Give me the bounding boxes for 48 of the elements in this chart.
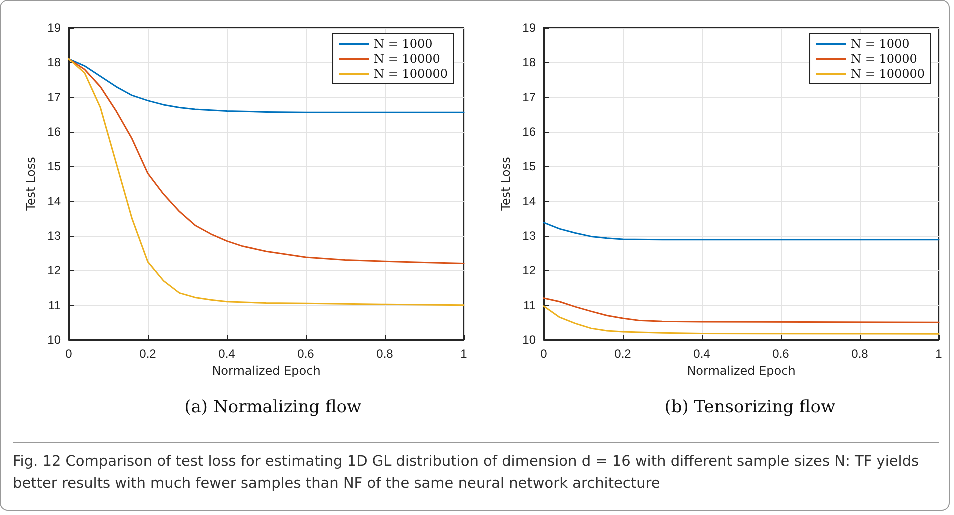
x-tick-label: 1 bbox=[936, 347, 943, 361]
x-tick-label: 0 bbox=[66, 347, 73, 361]
y-tick-label: 14 bbox=[48, 194, 62, 208]
x-tick-label: 1 bbox=[460, 347, 468, 361]
y-tick-label: 16 bbox=[48, 125, 62, 139]
x-tick-label: 0 bbox=[540, 347, 548, 361]
x-tick-label: 0.6 bbox=[772, 347, 790, 361]
y-tick-label: 19 bbox=[522, 21, 536, 35]
x-tick-label: 0.8 bbox=[852, 347, 869, 361]
text: (a) Normalizing flow bbox=[184, 398, 362, 418]
y-axis-title: Test Loss bbox=[24, 157, 38, 212]
y-tick-label: 12 bbox=[48, 264, 62, 278]
x-axis-title: Normalized Epoch bbox=[212, 364, 321, 378]
line-series bbox=[543, 222, 940, 241]
y-tick-label: 17 bbox=[48, 90, 62, 104]
text: (b) Tensorizing flow bbox=[664, 398, 836, 418]
y-tick-label: 11 bbox=[524, 298, 536, 312]
y-tick-label: 11 bbox=[48, 298, 62, 312]
legend-label: N = 10000 bbox=[851, 52, 918, 66]
x-tick-label: 0.8 bbox=[376, 347, 394, 361]
y-axis-title: Test Loss bbox=[498, 157, 513, 212]
y-tick-label: 17 bbox=[522, 90, 536, 104]
line-series bbox=[543, 298, 940, 324]
x-axis-title: Normalized Epoch bbox=[687, 364, 796, 378]
y-tick-label: 14 bbox=[522, 194, 536, 208]
line-series bbox=[543, 306, 940, 335]
legend-label: N = 1000 bbox=[851, 37, 910, 51]
x-tick-label: 0.2 bbox=[614, 347, 632, 361]
y-tick-label: 12 bbox=[522, 264, 536, 278]
y-tick-label: 13 bbox=[522, 229, 536, 243]
x-tick-label: 0.2 bbox=[140, 347, 157, 361]
y-tick-label: 15 bbox=[48, 160, 62, 174]
y-tick-label: 10 bbox=[522, 333, 536, 347]
legend-label: N = 100000 bbox=[374, 67, 448, 81]
legend-label: N = 100000 bbox=[851, 67, 926, 81]
y-tick-label: 18 bbox=[522, 56, 536, 70]
y-tick-label: 10 bbox=[48, 333, 62, 347]
x-tick-label: 0.6 bbox=[298, 347, 315, 361]
legend-label: N = 10000 bbox=[374, 52, 440, 66]
y-tick-label: 18 bbox=[48, 56, 62, 70]
y-tick-label: 19 bbox=[48, 21, 62, 35]
y-tick-label: 16 bbox=[522, 125, 536, 139]
x-tick-label: 0.4 bbox=[218, 347, 236, 361]
x-tick-label: 0.4 bbox=[694, 347, 711, 361]
caption: Fig. 12 Comparison of test loss for estimating 1D GL distribution of dimension d = 16 with different sample sizes N: TF yields better results with much fewer samples than NF of the same neural network architecture bbox=[13, 453, 920, 494]
y-tick-label: 13 bbox=[48, 229, 62, 243]
legend-label: N = 1000 bbox=[374, 37, 433, 51]
y-tick-label: 15 bbox=[522, 160, 536, 174]
